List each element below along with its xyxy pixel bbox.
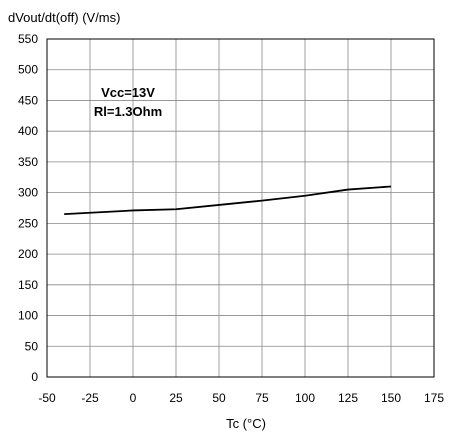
y-tick-label: 200: [18, 247, 38, 261]
x-tick-label: 150: [381, 391, 401, 405]
annotation-label: Vcc=13V: [101, 85, 155, 100]
y-tick-label: 150: [18, 278, 38, 292]
y-tick-label: 550: [18, 32, 38, 46]
y-tick-labels: 0 50 100 150 200 250 300 350 400 450 500 550: [18, 32, 38, 384]
x-tick-label: 100: [295, 391, 315, 405]
x-tick-label: -25: [81, 391, 99, 405]
x-tick-label: 175: [424, 391, 444, 405]
annotations: Vcc=13V Rl=1.3Ohm: [94, 85, 162, 119]
x-tick-label: 0: [130, 391, 137, 405]
y-axis-title: dVout/dt(off) (V/ms): [8, 10, 120, 25]
y-tick-label: 300: [18, 186, 38, 200]
y-tick-label: 350: [18, 155, 38, 169]
x-tick-label: 25: [169, 391, 183, 405]
y-tick-label: 250: [18, 216, 38, 230]
y-tick-label: 100: [18, 309, 38, 323]
x-tick-label: 75: [255, 391, 269, 405]
x-tick-labels: -50 -25 0 25 50 75 100 125 150 175: [38, 391, 444, 405]
y-tick-label: 450: [18, 93, 38, 107]
plot-area: [46, 38, 435, 378]
series-layer: [64, 185, 392, 216]
x-tick-label: -50: [38, 391, 56, 405]
x-axis-title: Tc (°C): [226, 416, 266, 431]
y-tick-label: 400: [18, 124, 38, 138]
y-tick-label: 0: [31, 370, 38, 384]
y-tick-label: 50: [25, 339, 39, 353]
series-line: [64, 185, 392, 216]
x-tick-label: 125: [338, 391, 358, 405]
x-tick-label: 50: [212, 391, 226, 405]
y-tick-label: 500: [18, 63, 38, 77]
annotation-label: Rl=1.3Ohm: [94, 104, 162, 119]
